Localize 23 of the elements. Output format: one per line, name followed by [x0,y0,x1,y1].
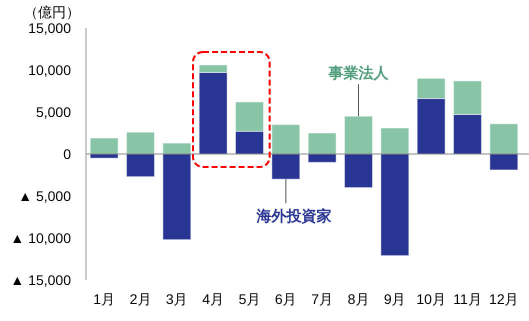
bar [90,138,119,154]
x-tick-label: 2月 [130,291,152,307]
y-tick-label: 10,000 [28,62,72,78]
x-tick-label: 9月 [384,291,406,307]
y-tick-label: ▲ 10,000 [10,230,72,246]
x-tick-label: 12月 [489,291,519,307]
y-tick-label: 5,000 [36,104,72,120]
y-tick-label: 15,000 [28,20,72,36]
x-tick-label: 10月 [416,291,446,307]
series-label: 海外投資家 [255,207,332,226]
y-tick-label: 0 [63,146,72,162]
x-tick-label: 4月 [202,291,224,307]
x-tick-label: 5月 [238,291,260,307]
y-tick-label: ▲ 5,000 [18,188,72,204]
x-tick-label: 7月 [311,291,334,307]
y-axis-title: （億円） [24,4,80,20]
x-tick-label: 11月 [453,291,482,307]
x-tick-label: 8月 [348,291,370,307]
x-tick-label: 1月 [93,291,116,307]
x-tick-label: 6月 [274,291,297,307]
x-tick-label: 3月 [166,291,188,307]
series-label: 事業法人 [328,65,390,82]
y-tick-label: ▲ 15,000 [10,272,72,288]
